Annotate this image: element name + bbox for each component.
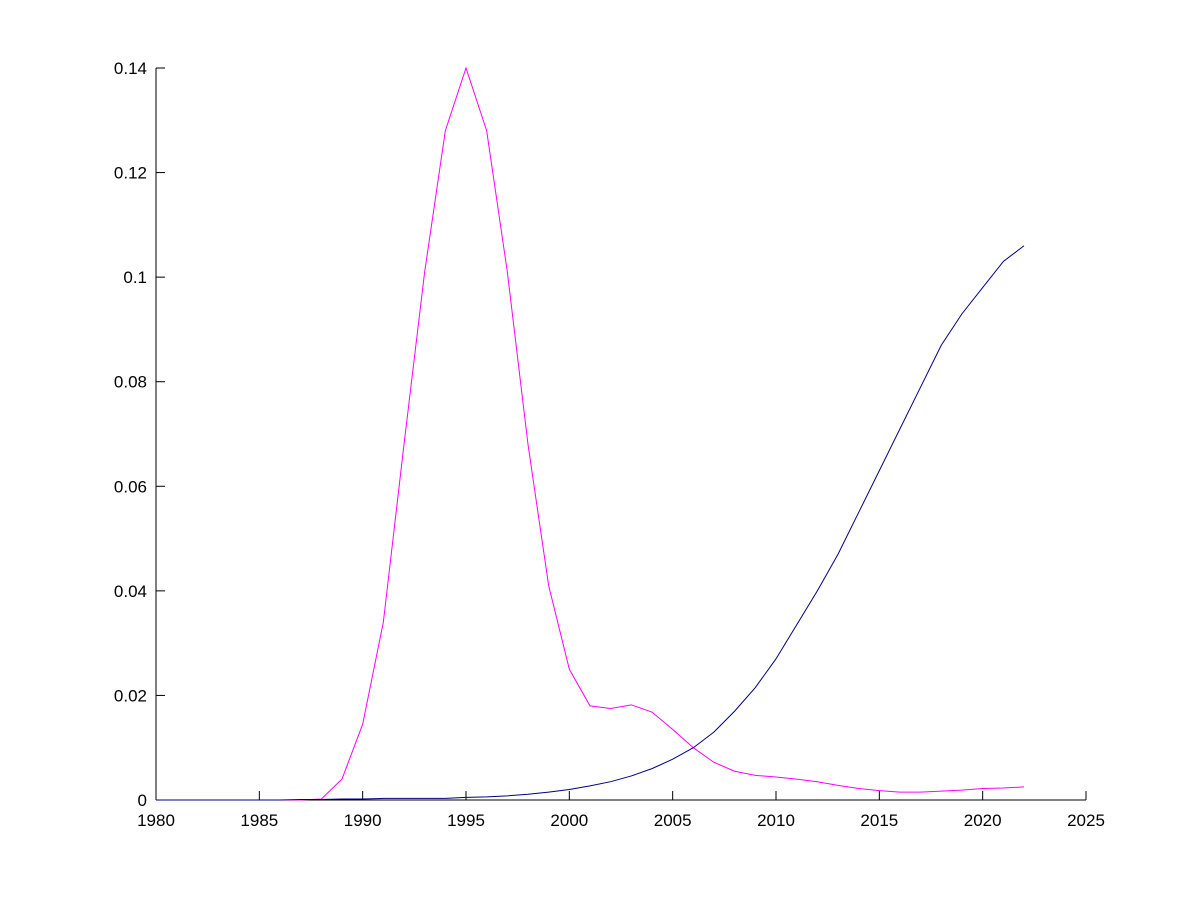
x-tick-label: 2000 xyxy=(550,811,588,830)
y-tick-label: 0.14 xyxy=(114,59,147,78)
y-tick-label: 0.02 xyxy=(114,686,147,705)
y-tick-label: 0 xyxy=(138,791,147,810)
y-tick-label: 0.06 xyxy=(114,477,147,496)
y-tick-label: 0.12 xyxy=(114,164,147,183)
y-tick-label: 0.1 xyxy=(123,268,147,287)
x-tick-label: 1995 xyxy=(447,811,485,830)
x-tick-label: 1990 xyxy=(344,811,382,830)
x-tick-label: 1980 xyxy=(137,811,175,830)
x-tick-label: 1985 xyxy=(240,811,278,830)
y-tick-label: 0.08 xyxy=(114,373,147,392)
line-series xyxy=(156,66,1025,801)
x-tick-label: 2015 xyxy=(860,811,898,830)
x-tick-label: 2020 xyxy=(964,811,1002,830)
x-tick-label: 2010 xyxy=(757,811,795,830)
y-tick-label: 0.04 xyxy=(114,582,147,601)
x-tick-label: 2005 xyxy=(654,811,692,830)
line-series xyxy=(156,245,1025,801)
x-tick-label: 2025 xyxy=(1067,811,1105,830)
